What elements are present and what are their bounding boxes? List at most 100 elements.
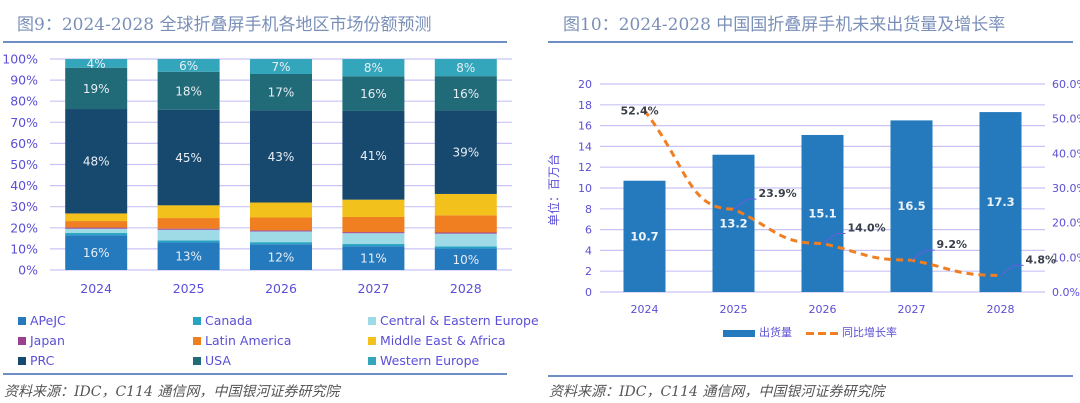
legend-label: Middle East & Africa	[380, 333, 506, 348]
leader-line	[733, 198, 757, 210]
x-tick-label: 2028	[450, 281, 482, 296]
bar-segment	[157, 218, 220, 229]
bar-segment	[65, 109, 128, 214]
bar-segment	[157, 242, 220, 270]
y-tick-label: 20	[578, 78, 592, 91]
left-chart-title: 图9：2024-2028 全球折叠屏手机各地区市场份额预测	[17, 15, 432, 35]
data-label: 16%	[452, 87, 479, 101]
y2-tick-label: 30.0%	[1052, 182, 1080, 195]
bar	[801, 134, 844, 292]
legend-label: 同比增长率	[842, 326, 897, 339]
legend-swatch	[368, 316, 376, 325]
source-divider	[3, 373, 507, 375]
bar-segment	[342, 110, 405, 200]
legend-item: APeJC	[18, 312, 193, 329]
bar-segment	[434, 215, 497, 233]
legend-item: USA	[193, 352, 368, 369]
y-axis-label: 单位：百万台	[546, 154, 561, 226]
y2-tick-label: 20.0%	[1052, 217, 1080, 230]
x-tick-label: 2024	[80, 281, 112, 296]
legend-label: Japan	[30, 333, 65, 348]
data-label: 7%	[271, 60, 290, 74]
bar-segment	[65, 228, 128, 234]
bar-segment	[250, 59, 312, 74]
y-tick-label: 10	[578, 182, 592, 195]
y-tick-label: 20%	[10, 220, 38, 235]
source-divider	[548, 375, 1073, 377]
right-chart-title: 图10：2024-2028 中国国折叠屏手机未来出货量及增长率	[563, 15, 1006, 35]
legend-item: Japan	[18, 332, 193, 349]
bar-segment	[342, 232, 405, 234]
bar-segment	[65, 235, 128, 270]
y-tick-label: 12	[578, 161, 592, 174]
x-tick-label: 2024	[631, 303, 659, 316]
data-label: 18%	[175, 84, 202, 98]
bar-segment	[342, 246, 405, 270]
legend-label: USA	[205, 353, 231, 368]
data-label: 43%	[268, 150, 295, 164]
bar-segment	[434, 233, 497, 247]
legend-item-growth: 同比增长率	[806, 324, 897, 340]
legend-swatch	[18, 336, 26, 345]
legend-item: Latin America	[193, 332, 368, 349]
legend-item: Western Europe	[368, 352, 538, 369]
x-tick-label: 2025	[173, 281, 205, 296]
y2-tick-label: 0.0%	[1052, 286, 1080, 299]
y2-tick-label: 60.0%	[1052, 78, 1080, 91]
bar-segment	[157, 109, 220, 206]
bar-segment	[250, 242, 312, 245]
y2-tick-label: 40.0%	[1052, 147, 1080, 160]
data-label: 6%	[179, 59, 198, 73]
data-label: 8%	[364, 61, 383, 75]
leader-line	[1000, 264, 1024, 276]
combo-bar-line-chart: 0 2 4 6 8 10 12 14 16 18 20 0.0% 10.0% 20.0% 30.0% 40.0…	[546, 78, 1080, 316]
bar-segment	[65, 221, 128, 228]
data-label: 8%	[456, 61, 475, 75]
leader-line	[911, 249, 935, 261]
y-tick-label: 6	[585, 224, 592, 237]
data-label: 39%	[452, 146, 479, 160]
legend-swatch-bar	[723, 329, 755, 337]
bar-segment	[434, 246, 497, 249]
data-label: 45%	[175, 151, 202, 165]
legend-label: Central & Eastern Europe	[380, 313, 538, 328]
legend-item: Canada	[193, 312, 368, 329]
y-tick-label: 0	[585, 286, 592, 299]
y-tick-label: 70%	[10, 115, 38, 130]
bar-value-label: 16.5	[897, 199, 925, 213]
line-value-label: 52.4%	[621, 104, 659, 117]
bar-segment	[342, 216, 405, 233]
data-label: 13%	[175, 250, 202, 264]
leader-line	[822, 232, 846, 244]
data-label: 16%	[83, 246, 110, 260]
bar-segment	[250, 217, 312, 231]
data-label: 11%	[360, 252, 387, 266]
bar-segment	[342, 59, 405, 77]
line-value-label: 9.2%	[937, 238, 968, 251]
y-tick-label: 30%	[10, 199, 38, 214]
y-tick-label: 60%	[10, 136, 38, 151]
bar-segment	[250, 230, 312, 232]
right-panel: 图10：2024-2028 中国国折叠屏手机未来出货量及增长率 0 2 4 6 8 10 1…	[540, 0, 1080, 403]
left-source: 资料来源：IDC，C114 通信网，中国银河证券研究院	[4, 384, 340, 400]
legend-swatch	[18, 356, 26, 365]
legend-item-shipments: 出货量	[723, 324, 792, 340]
bar-segment	[250, 231, 312, 243]
x-tick-label: 2027	[357, 281, 389, 296]
bar-segment	[65, 59, 128, 68]
legend-swatch	[193, 336, 201, 345]
y-tick-label: 18	[578, 99, 592, 112]
bar-segment	[250, 202, 312, 218]
y-tick-label: 40%	[10, 178, 38, 193]
y-tick-label: 50%	[10, 157, 38, 172]
bar-segment	[65, 67, 128, 110]
bar-segment	[342, 199, 405, 217]
y2-tick-label: 10.0%	[1052, 251, 1080, 264]
x-tick-label: 2026	[265, 281, 297, 296]
bar	[712, 154, 755, 292]
x-tick-label: 2026	[809, 303, 837, 316]
legend-swatch	[368, 356, 376, 365]
bar-value-label: 15.1	[808, 206, 836, 220]
right-legend: 出货量 同比增长率	[540, 324, 1080, 340]
bar	[979, 112, 1022, 292]
